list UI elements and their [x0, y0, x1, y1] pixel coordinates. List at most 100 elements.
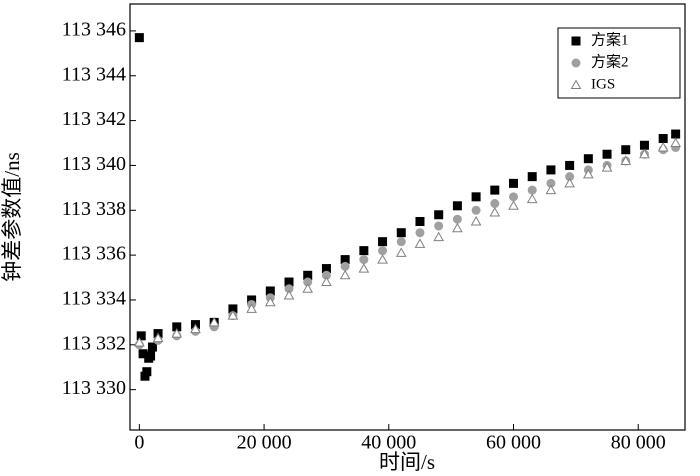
y-axis-title: 钟差参数值/ns	[0, 152, 24, 282]
y-tick-label: 113 334	[62, 288, 126, 310]
point	[508, 200, 519, 210]
x-axis-title: 时间/s	[379, 450, 435, 474]
point	[146, 351, 156, 361]
point	[434, 210, 444, 220]
point	[246, 303, 257, 313]
legend-label: 方案1	[591, 30, 629, 48]
point	[527, 172, 537, 182]
point	[284, 284, 294, 294]
point	[321, 264, 331, 274]
point	[321, 270, 331, 280]
point	[265, 286, 275, 296]
point	[545, 184, 557, 195]
y-tick-label: 113 344	[62, 63, 126, 85]
point	[227, 310, 239, 320]
x-tick-label: 40 000	[361, 432, 416, 454]
y-tick-label: 113 330	[62, 377, 126, 399]
x-tick-label: 80 000	[611, 432, 666, 454]
point	[452, 201, 462, 211]
point	[602, 149, 612, 159]
point	[671, 129, 681, 139]
point	[471, 192, 481, 202]
x-tick-label: 0	[134, 432, 144, 454]
y-tick-label: 113 342	[62, 108, 126, 130]
y-tick-label: 113 338	[62, 198, 126, 220]
point	[228, 304, 238, 314]
point	[190, 323, 201, 334]
legend-marker	[571, 58, 581, 68]
y-tick-label: 113 336	[62, 243, 126, 265]
point	[377, 254, 388, 264]
point	[658, 134, 668, 144]
point	[565, 172, 575, 182]
point	[359, 246, 369, 256]
point	[657, 141, 669, 152]
point	[340, 255, 350, 265]
point	[138, 349, 148, 359]
point	[527, 185, 537, 195]
point	[546, 178, 556, 188]
point	[639, 140, 649, 150]
point	[490, 185, 500, 195]
series	[133, 137, 682, 347]
point	[136, 331, 146, 341]
plot-frame	[129, 3, 686, 431]
point	[395, 247, 407, 257]
point	[526, 193, 538, 204]
point	[489, 206, 501, 217]
x-tick-label: 60 000	[486, 432, 541, 454]
point	[378, 237, 388, 247]
point	[546, 165, 556, 175]
legend-marker	[571, 36, 581, 46]
point	[601, 162, 613, 172]
point	[621, 145, 631, 155]
point	[264, 296, 276, 307]
point	[284, 277, 294, 287]
point	[415, 216, 425, 226]
point	[302, 283, 314, 293]
point	[433, 231, 445, 242]
point	[147, 342, 157, 352]
point	[133, 337, 145, 347]
point	[452, 214, 462, 224]
legend-marker	[570, 79, 582, 89]
point	[321, 276, 332, 287]
point	[583, 154, 593, 164]
point	[509, 178, 519, 188]
point	[415, 228, 425, 238]
point	[208, 316, 220, 327]
point	[134, 33, 144, 43]
point	[378, 246, 388, 256]
point	[490, 199, 500, 209]
point	[414, 238, 426, 248]
point	[303, 270, 313, 280]
legend-label: 方案2	[591, 52, 629, 70]
point	[171, 328, 183, 338]
point	[283, 289, 295, 300]
point	[564, 177, 575, 188]
point	[339, 269, 351, 280]
legend: 方案1 方案2 IGS	[557, 27, 681, 99]
point	[358, 263, 370, 273]
point	[172, 322, 182, 332]
point	[565, 160, 575, 170]
y-tick-label: 113 332	[62, 332, 126, 354]
point	[142, 367, 152, 377]
point	[620, 155, 632, 165]
y-tick-label: 113 340	[62, 153, 126, 175]
legend-label: IGS	[591, 76, 615, 92]
point	[434, 221, 444, 231]
point	[639, 148, 650, 159]
y-tick-label: 113 346	[62, 18, 126, 40]
point	[670, 137, 682, 148]
x-tick-label: 20 000	[237, 432, 292, 454]
point	[152, 332, 164, 343]
point	[396, 228, 406, 238]
point	[470, 215, 482, 226]
point	[303, 277, 313, 287]
point	[582, 168, 594, 179]
point	[396, 237, 406, 247]
point	[359, 255, 369, 265]
point	[452, 222, 463, 233]
point	[471, 205, 481, 215]
